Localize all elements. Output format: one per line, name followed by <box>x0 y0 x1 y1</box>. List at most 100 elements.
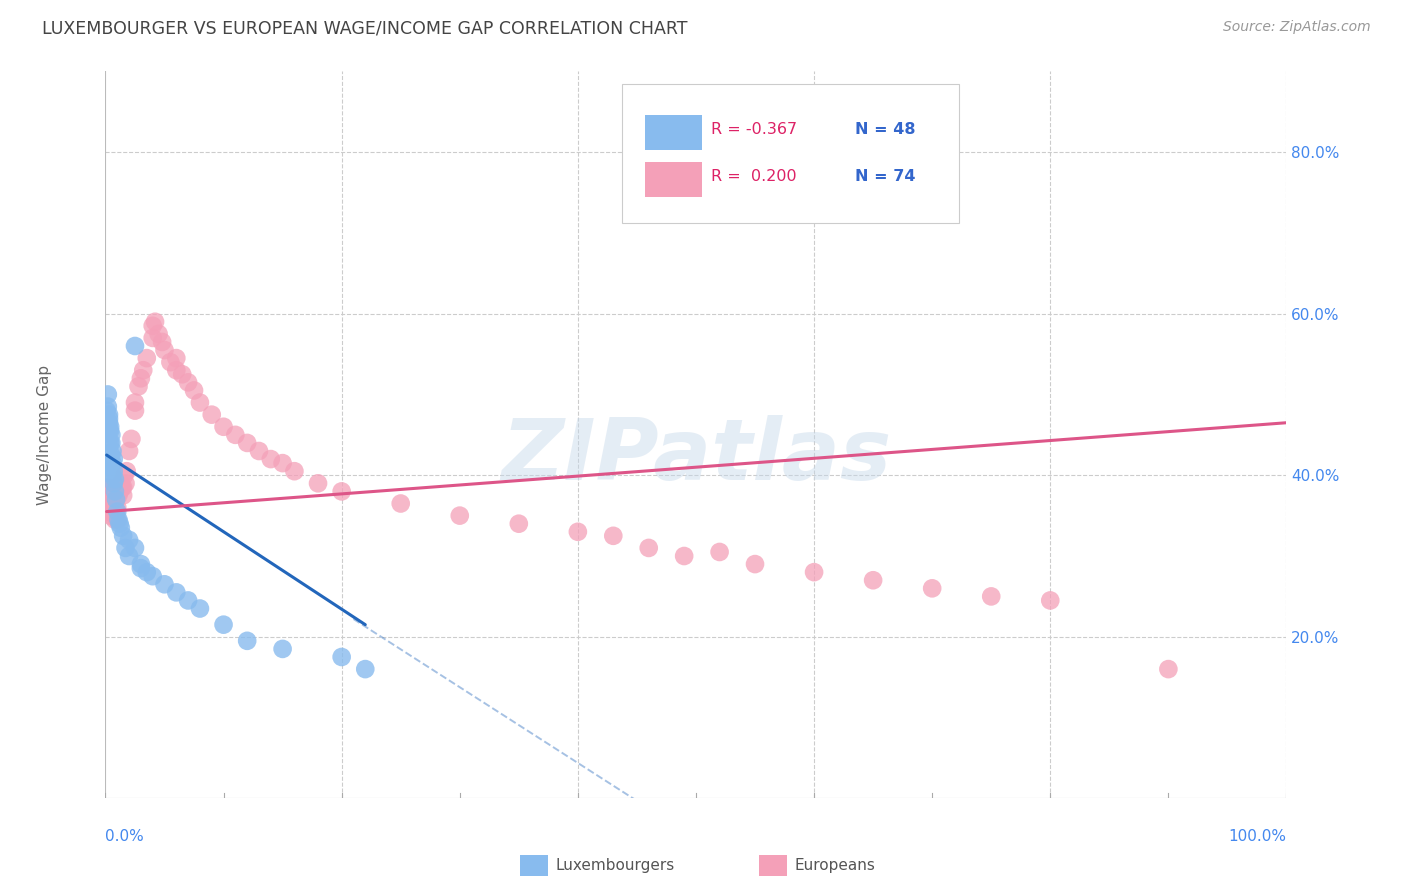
Point <box>96 419 118 434</box>
Point <box>1039 593 1062 607</box>
Point <box>98 500 121 515</box>
Point <box>101 444 124 458</box>
Point <box>921 582 943 596</box>
Point <box>673 549 696 563</box>
Point <box>118 533 141 547</box>
Point <box>172 368 194 382</box>
Point <box>100 436 122 450</box>
Point <box>112 529 135 543</box>
Point <box>107 513 129 527</box>
Point <box>862 573 884 587</box>
Point <box>115 464 138 478</box>
Point <box>97 492 120 507</box>
Point <box>103 464 125 478</box>
Point <box>97 387 120 401</box>
Point <box>120 432 142 446</box>
Point <box>118 444 141 458</box>
Point <box>128 379 150 393</box>
Text: R = -0.367: R = -0.367 <box>711 122 797 137</box>
Point <box>271 641 294 656</box>
Text: Source: ZipAtlas.com: Source: ZipAtlas.com <box>1223 20 1371 34</box>
Point <box>709 545 731 559</box>
Bar <box>645 115 702 150</box>
Point <box>330 484 353 499</box>
Point <box>135 565 157 579</box>
Point <box>101 492 124 507</box>
Point <box>103 452 125 467</box>
Point <box>108 484 131 499</box>
Point <box>165 585 187 599</box>
Point <box>105 513 128 527</box>
Point <box>98 424 121 438</box>
Point <box>101 484 124 499</box>
Point <box>283 464 305 478</box>
Point <box>112 468 135 483</box>
Point <box>100 448 122 462</box>
Point <box>980 590 1002 604</box>
Point <box>110 521 132 535</box>
Text: LUXEMBOURGER VS EUROPEAN WAGE/INCOME GAP CORRELATION CHART: LUXEMBOURGER VS EUROPEAN WAGE/INCOME GAP… <box>42 20 688 37</box>
Point <box>129 557 152 571</box>
Point <box>105 505 128 519</box>
Point <box>803 565 825 579</box>
Text: R =  0.200: R = 0.200 <box>711 169 797 185</box>
Text: 100.0%: 100.0% <box>1229 829 1286 844</box>
Point <box>188 395 211 409</box>
Point <box>124 541 146 555</box>
Point <box>103 505 125 519</box>
Point <box>236 633 259 648</box>
Point <box>271 456 294 470</box>
Point <box>98 508 121 523</box>
Point <box>111 480 134 494</box>
Point <box>108 516 131 531</box>
Point <box>247 444 270 458</box>
Point <box>159 355 181 369</box>
Point <box>165 363 187 377</box>
Point <box>183 384 205 398</box>
Text: Luxembourgers: Luxembourgers <box>555 858 675 872</box>
Point <box>100 460 122 475</box>
Point <box>124 403 146 417</box>
Point <box>103 476 125 491</box>
Point <box>107 488 129 502</box>
Point <box>112 480 135 494</box>
Point <box>307 476 329 491</box>
Point <box>124 395 146 409</box>
Point <box>114 541 136 555</box>
Point <box>153 343 176 357</box>
Point <box>100 496 122 510</box>
Point <box>142 318 165 333</box>
Point <box>105 505 128 519</box>
FancyBboxPatch shape <box>621 84 959 223</box>
Point <box>637 541 659 555</box>
Text: Europeans: Europeans <box>794 858 876 872</box>
Point <box>224 428 246 442</box>
Point <box>98 436 121 450</box>
Point <box>101 456 124 470</box>
Point <box>389 496 412 510</box>
Point <box>212 419 235 434</box>
Point <box>260 452 283 467</box>
Point <box>104 472 127 486</box>
Point <box>98 408 121 422</box>
Point <box>96 505 118 519</box>
Point <box>744 557 766 571</box>
Point <box>103 496 125 510</box>
Text: N = 74: N = 74 <box>855 169 915 185</box>
Point <box>188 601 211 615</box>
Point <box>104 484 127 499</box>
Point <box>132 363 155 377</box>
Point <box>142 331 165 345</box>
Text: ZIPatlas: ZIPatlas <box>501 415 891 498</box>
Point <box>98 496 121 510</box>
Point <box>110 476 132 491</box>
Point <box>129 561 152 575</box>
Point <box>105 492 128 507</box>
Point <box>96 403 118 417</box>
Point <box>150 334 173 349</box>
Text: Wage/Income Gap: Wage/Income Gap <box>37 365 52 505</box>
Point <box>104 513 127 527</box>
Point <box>449 508 471 523</box>
Point <box>354 662 377 676</box>
Point <box>98 484 121 499</box>
